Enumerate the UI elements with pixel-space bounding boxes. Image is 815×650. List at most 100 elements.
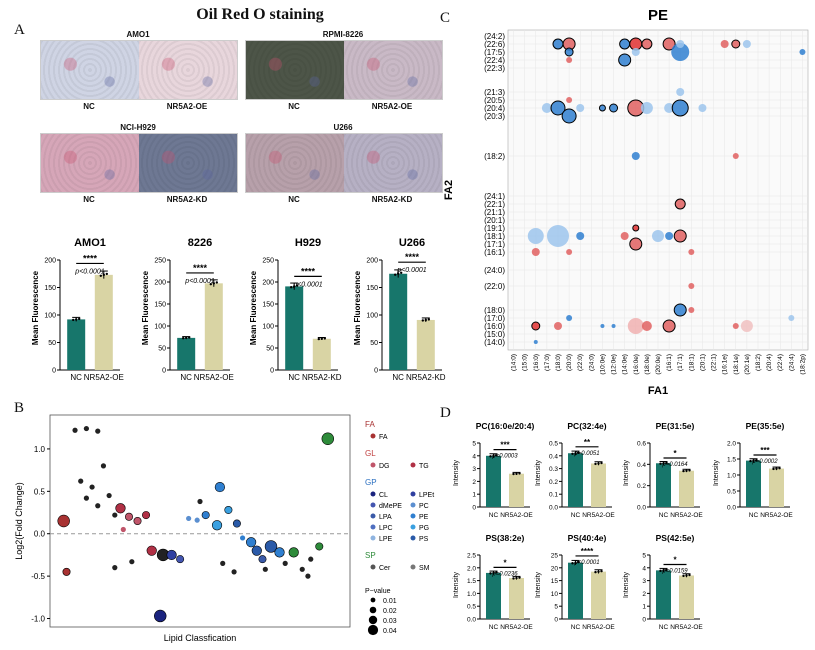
x-axis-label: Lipid Classfication (164, 633, 237, 643)
y-tick-label: 0.0 (467, 617, 476, 624)
legend-label: dMePE (379, 503, 402, 510)
y-tick-label: 0.0 (34, 530, 46, 539)
data-point (89, 484, 95, 490)
bar (486, 455, 501, 507)
y-tick-label: 3 (472, 466, 476, 473)
bubble (688, 249, 695, 255)
panel-b-letter: B (14, 400, 25, 416)
y-tick-label: 50 (266, 346, 274, 353)
data-dot (749, 459, 752, 463)
chart-title: 8226 (188, 237, 212, 249)
y-axis-label: Intensity (535, 571, 542, 598)
chart-title: PS(38:2e) (486, 533, 525, 543)
y-tick-label: (21:1) (484, 208, 505, 217)
category-label: NR5A2-OE (582, 512, 615, 519)
category-label: NR5A2-OE (760, 512, 793, 519)
bubble (600, 324, 605, 328)
data-point (194, 517, 200, 523)
data-point (112, 565, 118, 571)
data-dot (492, 454, 495, 457)
bar-chart: H929 0 50 100 150 200 250 NC NR5A2-KD **** p<0.000… (262, 237, 341, 382)
y-tick-label: 5 (642, 553, 646, 560)
bar-chart: AMO1 0 50 100 150 200 NC NR5A2-OE **** p<0.0001 (44, 237, 123, 382)
bubble (662, 37, 676, 51)
bar (416, 319, 435, 370)
legend-swatch (410, 524, 416, 530)
legend-swatch (410, 502, 416, 508)
category-label: NR5A2-KD (406, 373, 446, 382)
y-tick-label: 250 (154, 258, 166, 265)
data-dot (577, 451, 580, 454)
bar (746, 460, 761, 507)
bubble (541, 103, 552, 113)
chart-title: PC(16:0e/20:4) (476, 421, 535, 431)
data-dot (515, 576, 518, 580)
y-tick-label: 150 (44, 285, 56, 292)
y-tick-label: 25 (551, 553, 559, 560)
category-label: NC (659, 624, 669, 631)
category-label: NC (288, 373, 300, 382)
data-dot (574, 452, 577, 455)
category-label: NC (571, 624, 581, 631)
y-tick-label: 0 (642, 617, 646, 624)
data-dot (394, 273, 397, 276)
bubble (629, 237, 643, 251)
significance-stars: **** (193, 263, 208, 273)
x-tick-label: (16:0e) (633, 354, 640, 375)
data-dot (685, 469, 688, 472)
y-tick-label: (16:0) (484, 322, 505, 331)
bubble (688, 307, 695, 313)
bubble (598, 104, 606, 112)
significance-stars: **** (405, 252, 420, 262)
y-tick-label: 2 (472, 479, 476, 486)
legend-swatch (370, 491, 376, 497)
y-tick-label: 150 (366, 285, 378, 292)
data-dot (188, 336, 191, 339)
data-dot (515, 472, 518, 475)
x-tick-label: (24:4) (788, 354, 795, 371)
y-tick-label: (24:1) (484, 192, 505, 201)
y-axis-label: Intensity (535, 459, 542, 486)
chart-title: AMO1 (74, 237, 106, 249)
chart-title: PE (648, 7, 668, 24)
legend-swatch (370, 502, 376, 508)
bar-chart: U266 0 50 100 150 200 NC NR5A2-KD **** p<0.0001 (366, 237, 445, 382)
data-dot (512, 472, 515, 476)
y-tick-label: 4 (642, 565, 646, 572)
panel-d-letter: D (440, 405, 451, 421)
data-point (299, 566, 305, 572)
bubble (533, 340, 538, 344)
data-dot (682, 574, 685, 578)
legend-swatch (370, 462, 376, 468)
y-tick-label: 5 (472, 441, 476, 448)
y-tick-label: 0.4 (549, 453, 558, 460)
x-tick-label: (20:4) (766, 354, 773, 371)
data-dot (600, 569, 603, 573)
data-point (125, 512, 134, 521)
bubble (576, 232, 585, 240)
y-axis-label: Intensity (623, 571, 630, 598)
legend-label: SM (419, 565, 430, 572)
data-dot (296, 284, 299, 287)
data-point (83, 495, 89, 501)
data-dot (495, 454, 498, 457)
micrograph-image (245, 133, 443, 193)
panel-b-volcano-plot: Log2(Fold Change) Lipid Classfication 1.0 0… (14, 414, 434, 643)
data-point (72, 427, 78, 433)
x-tick-label: (22:1) (711, 354, 718, 371)
legend-group-title: SP (365, 551, 376, 560)
data-dot (688, 573, 691, 577)
micrograph-image (40, 40, 238, 100)
data-point (305, 573, 311, 579)
pvalue-legend-swatch (369, 606, 377, 614)
data-dot (105, 272, 109, 276)
data-dot (290, 286, 293, 289)
bubble (641, 38, 653, 50)
data-point (83, 425, 89, 432)
bar (568, 453, 583, 507)
bar (656, 463, 671, 507)
legend-swatch (370, 513, 376, 519)
y-tick-label: 2 (642, 591, 646, 598)
data-point (231, 569, 237, 575)
